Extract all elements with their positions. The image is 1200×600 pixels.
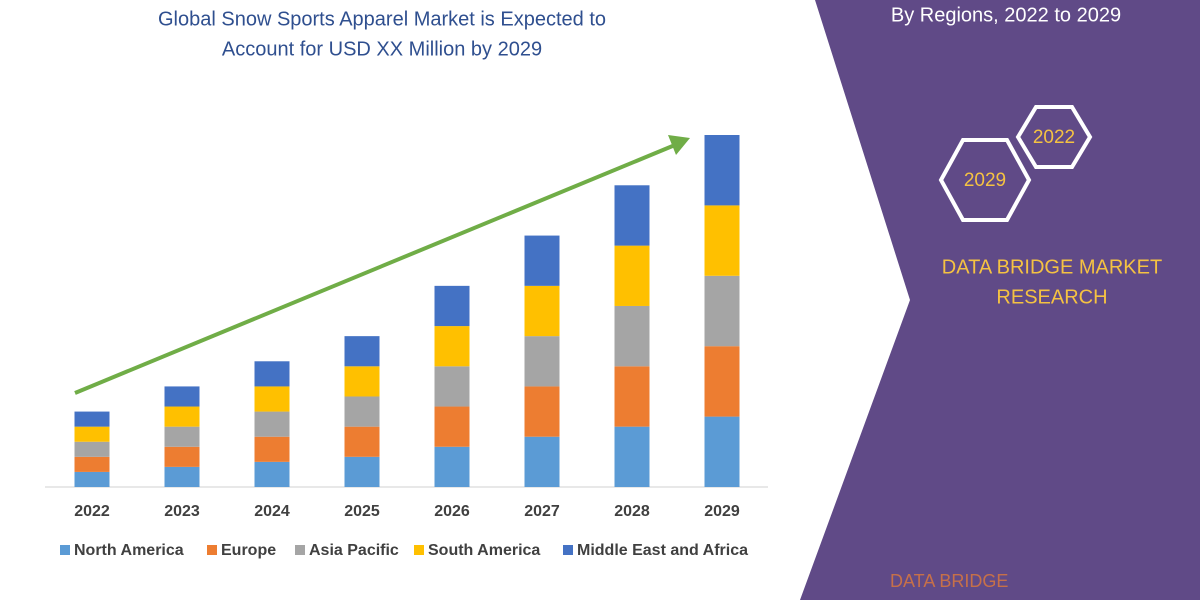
x-tick-label: 2026 [434,503,470,520]
legend-label: South America [428,542,540,559]
hexagon-label: 2022 [1033,127,1075,148]
bar-segment [434,326,470,367]
bar-segment [74,456,110,472]
trend-arrow [74,143,676,395]
bar-segment [614,426,650,487]
bar-segment [74,426,110,442]
bar-segment [524,436,560,487]
bar-segment [344,426,380,457]
bar-segment [164,406,200,427]
legend-swatch [295,545,305,555]
x-tick-label: 2025 [344,503,380,520]
bar-segment [434,446,470,487]
bar-segment [254,411,290,437]
hexagon-label: 2029 [964,170,1006,191]
bar-segment [704,416,740,487]
bar-segment [164,426,200,447]
bar-segment [254,436,290,462]
legend-swatch [414,545,424,555]
bar-segment [524,235,560,286]
legend-label: Middle East and Africa [577,542,748,559]
chart-subtitle: By Regions, 2022 to 2029 [891,4,1121,26]
bar-segment [74,441,110,457]
bar-segment [164,466,200,487]
bar-segment [164,386,200,407]
bar-segment [524,386,560,437]
legend-swatch [207,545,217,555]
bar-segment [434,366,470,407]
bar-segment [254,461,290,487]
bar-segment [614,245,650,306]
legend-swatch [563,545,573,555]
brand-name: RESEARCH [996,286,1107,308]
bar-segment [704,275,740,347]
bar-segment [254,361,290,387]
bar-segment [344,366,380,397]
x-tick-label: 2024 [254,503,290,520]
bar-segment [344,456,380,487]
bar-segment [614,185,650,246]
legend-swatch [60,545,70,555]
bar-segment [74,411,110,427]
bar-segment [704,205,740,276]
logo-text: DATA BRIDGE [890,571,1008,591]
hexagon [1015,105,1093,169]
bar-segment [344,336,380,367]
bar-segment [524,285,560,337]
legend-label: Europe [221,542,276,559]
legend-label: North America [74,542,184,559]
x-tick-label: 2022 [74,503,110,520]
x-tick-label: 2028 [614,503,650,520]
bar-segment [614,305,650,367]
bar-segment [164,446,200,467]
chart-title: Account for USD XX Million by 2029 [222,38,542,60]
brand-name: DATA BRIDGE MARKET [942,256,1162,278]
x-tick-label: 2029 [704,503,740,520]
chart-title: Global Snow Sports Apparel Market is Exp… [158,8,606,30]
side-panel [800,0,1200,600]
bar-segment [434,285,470,327]
bar-segment [74,471,110,487]
bar-segment [704,346,740,417]
bar-segment [254,386,290,412]
x-tick-label: 2023 [164,503,200,520]
bar-segment [344,396,380,427]
bar-segment [614,366,650,427]
bar-segment [434,406,470,447]
hexagon [938,138,1032,222]
trend-arrow-head [668,135,690,155]
x-tick-label: 2027 [524,503,560,520]
bar-segment [524,336,560,387]
bar-segment [704,135,740,206]
legend-label: Asia Pacific [309,542,399,559]
